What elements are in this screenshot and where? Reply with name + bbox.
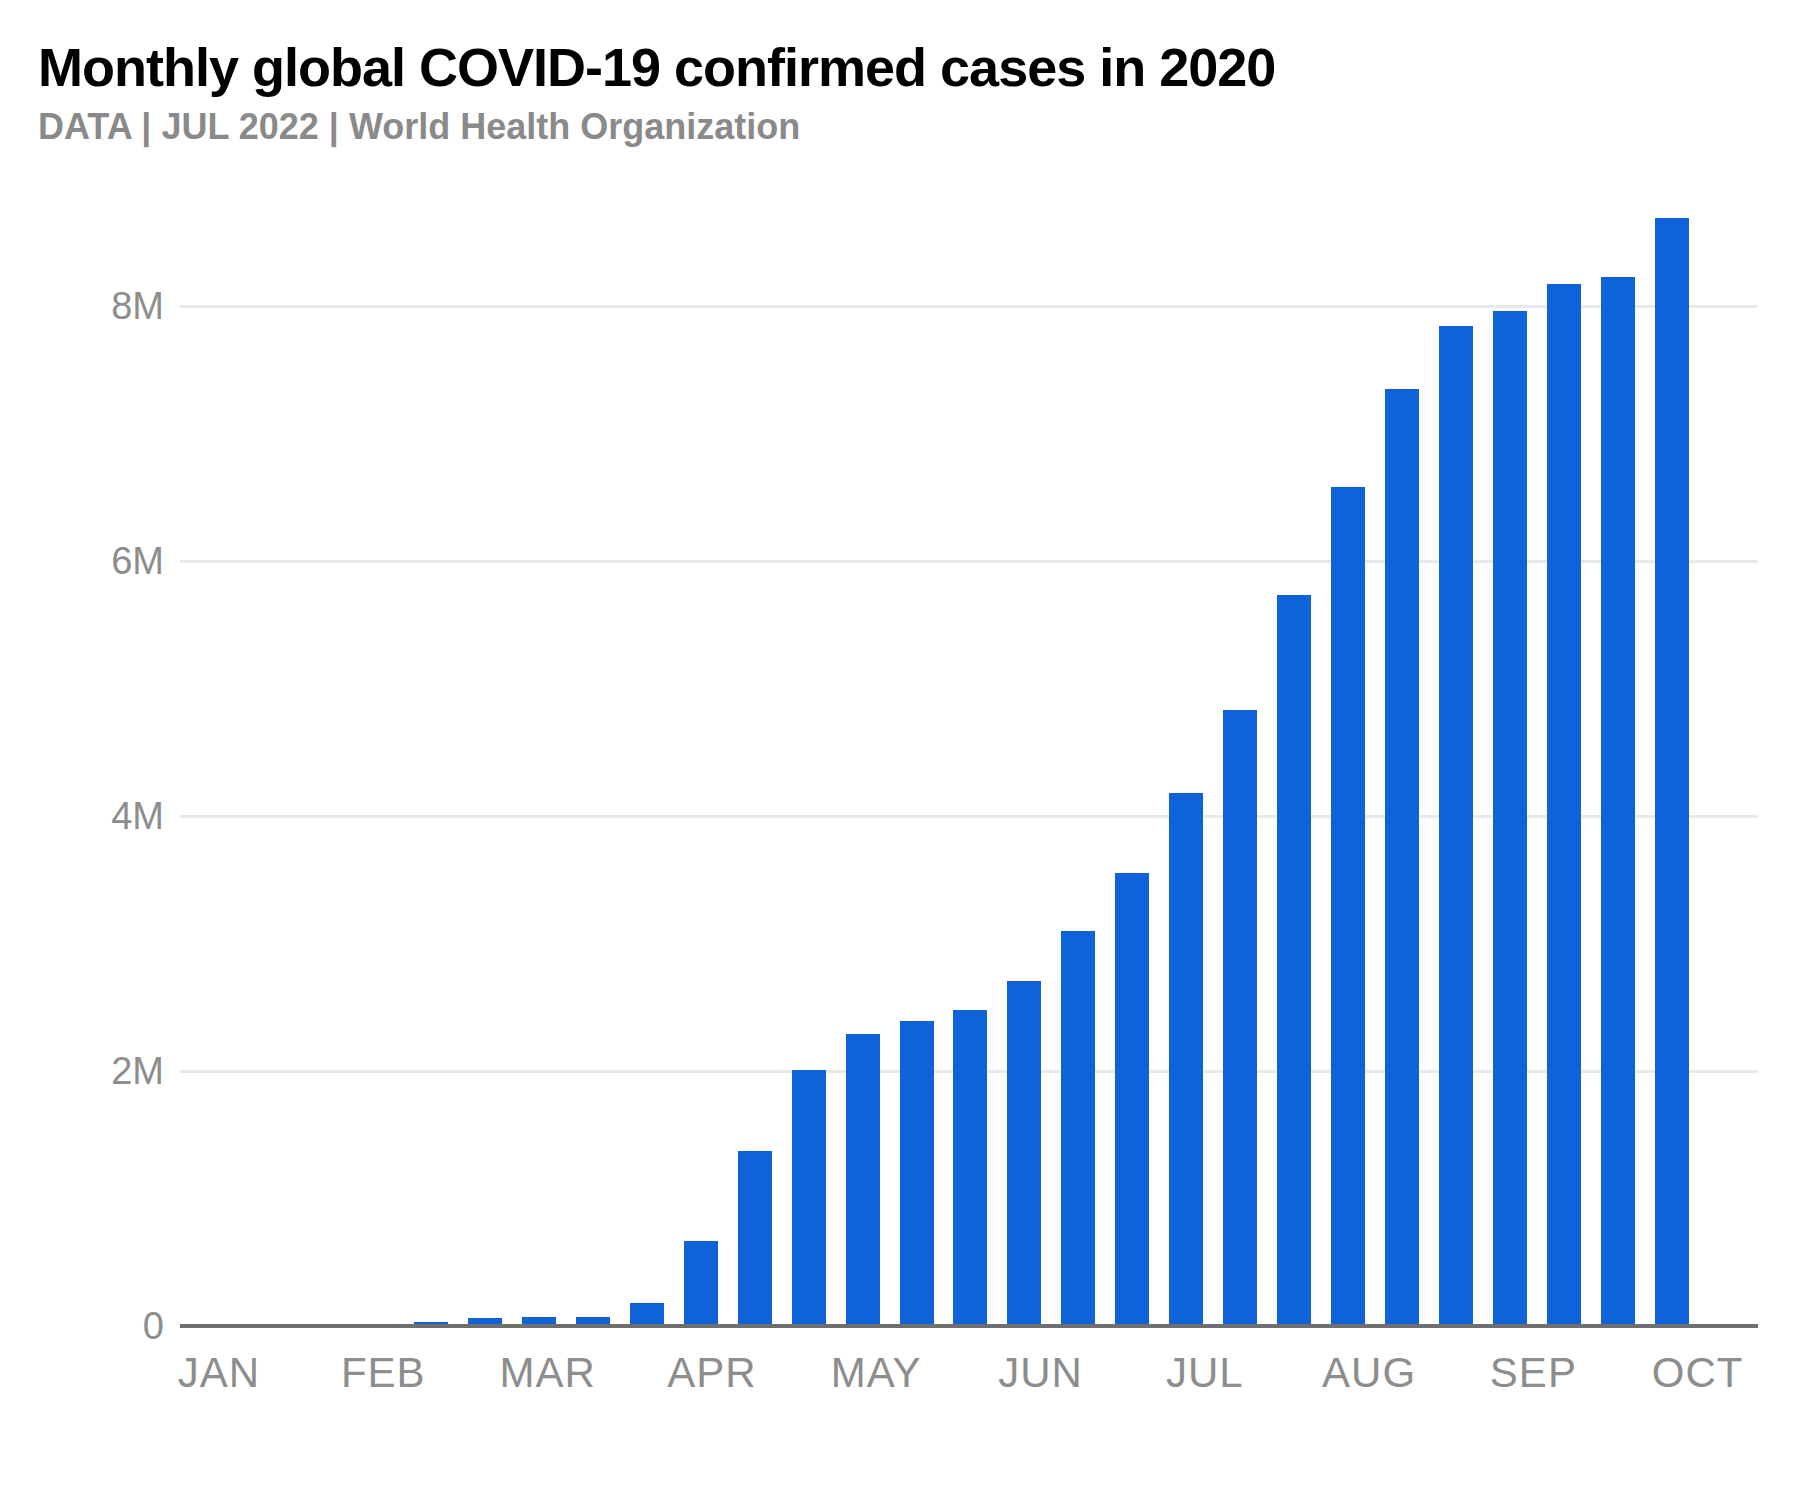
y-axis-label-6m: 6M	[34, 542, 164, 580]
bar	[684, 1241, 718, 1326]
x-axis-label-aug: AUG	[1284, 1352, 1454, 1394]
x-axis-label-feb: FEB	[298, 1352, 468, 1394]
bar	[1385, 389, 1419, 1326]
x-axis-label-oct: OCT	[1613, 1352, 1783, 1394]
bar	[1601, 277, 1635, 1326]
bar	[1223, 710, 1257, 1326]
x-axis-label-jun: JUN	[956, 1352, 1126, 1394]
x-axis-label-jan: JAN	[134, 1352, 304, 1394]
x-axis-label-jul: JUL	[1120, 1352, 1290, 1394]
x-axis-label-may: MAY	[791, 1352, 961, 1394]
bar	[738, 1151, 772, 1326]
bar	[1439, 326, 1473, 1326]
bar	[792, 1070, 826, 1326]
y-axis-label-0: 0	[34, 1307, 164, 1345]
y-axis-label-2m: 2M	[34, 1052, 164, 1090]
bar	[1493, 311, 1527, 1326]
bar	[953, 1010, 987, 1326]
bar	[1547, 284, 1581, 1326]
bar	[1655, 218, 1689, 1326]
bar	[630, 1303, 664, 1326]
chart-canvas: Monthly global COVID-19 confirmed cases …	[0, 0, 1800, 1500]
bar	[1169, 793, 1203, 1326]
y-axis-label-8m: 8M	[34, 287, 164, 325]
bar	[1061, 931, 1095, 1326]
bar	[1277, 595, 1311, 1326]
gridline-8m	[180, 305, 1758, 308]
plot-area: 0 2M 4M 6M 8M JANFEBMARAPRMAYJUNJULAUGSEPOCT	[0, 0, 1800, 1500]
y-axis-label-4m: 4M	[34, 797, 164, 835]
x-axis-label-mar: MAR	[463, 1352, 633, 1394]
bar	[846, 1034, 880, 1326]
bar	[1007, 981, 1041, 1327]
x-axis-line	[180, 1324, 1758, 1328]
bar	[900, 1021, 934, 1326]
bar	[1115, 873, 1149, 1326]
x-axis-label-sep: SEP	[1448, 1352, 1618, 1394]
bar	[1331, 487, 1365, 1326]
x-axis-label-apr: APR	[627, 1352, 797, 1394]
